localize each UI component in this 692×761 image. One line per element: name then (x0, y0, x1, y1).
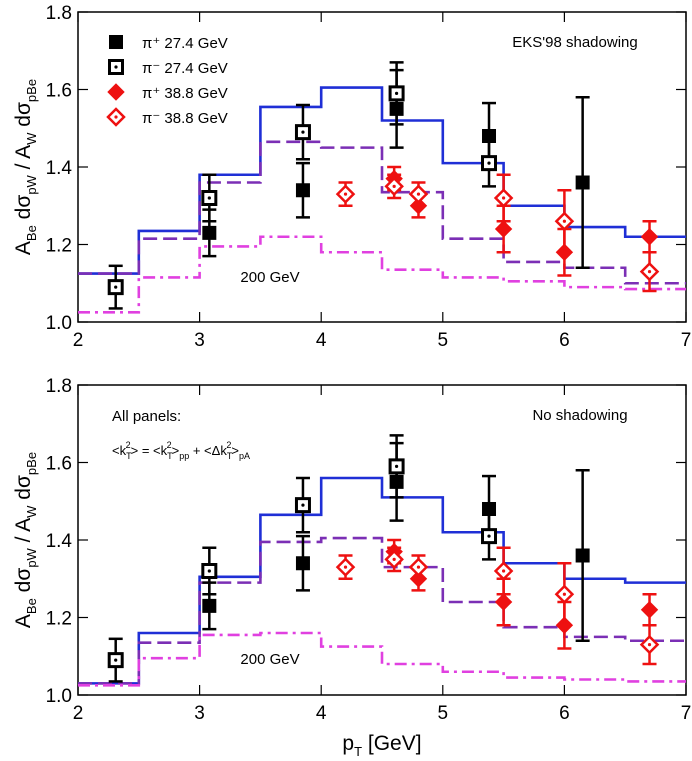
step-curve (78, 631, 686, 687)
marker-dot (394, 464, 399, 468)
annotation: EKS'98 shadowing (512, 34, 637, 51)
x-tick-label: 3 (194, 330, 205, 351)
x-tick-label: 7 (681, 703, 692, 724)
legend-marker (109, 35, 123, 49)
marker-dot (207, 569, 211, 573)
x-tick-label: 2 (73, 330, 84, 351)
legend-label: π⁻ 38.8 GeV (142, 110, 228, 127)
data-point (640, 601, 659, 619)
marker-dot (114, 658, 118, 662)
data-point (575, 548, 590, 563)
annotation: All panels: (112, 408, 181, 425)
marker-dot (487, 161, 491, 165)
marker-dot (647, 643, 652, 647)
marker-dot (392, 184, 396, 188)
marker-dot (416, 565, 421, 569)
formula: <kT2> = <kT2>pp + <ΔkT2>pA (112, 440, 250, 461)
y-tick-label: 1.0 (46, 686, 72, 707)
marker-dot (647, 270, 652, 274)
x-tick-label: 4 (316, 703, 327, 724)
data-point (202, 598, 217, 613)
marker-dot (301, 130, 305, 134)
marker-dot (394, 91, 399, 95)
y-tick-label: 1.2 (46, 236, 72, 257)
y-axis-label: ABe dσpW / AW dσpBe (12, 452, 39, 628)
x-axis-label: pT [GeV] (342, 732, 421, 759)
marker-dot (562, 592, 567, 596)
y-tick-label: 1.6 (46, 454, 72, 475)
marker-dot (207, 196, 211, 200)
x-tick-label: 7 (681, 330, 692, 351)
data-point (494, 220, 513, 238)
data-point (202, 225, 217, 240)
y-tick-label: 1.4 (46, 531, 73, 552)
marker-dot (343, 565, 348, 569)
legend-label: π⁺ 27.4 GeV (142, 35, 228, 52)
marker-dot (392, 557, 396, 561)
marker-dot (301, 503, 305, 507)
y-tick-label: 1.0 (46, 313, 72, 334)
marker-dot (114, 115, 118, 119)
step-curve (78, 235, 686, 314)
x-tick-label: 6 (559, 703, 570, 724)
legend-label: π⁺ 38.8 GeV (142, 85, 228, 102)
y-tick-label: 1.2 (46, 609, 72, 630)
data-point (295, 556, 310, 571)
x-tick-label: 4 (316, 330, 327, 351)
data-point (494, 593, 513, 611)
annotation: 200 GeV (240, 651, 299, 668)
marker-dot (114, 65, 118, 69)
y-tick-label: 1.4 (46, 158, 73, 179)
y-axis-label: ABe dσpW / AW dσpBe (12, 79, 39, 255)
marker-dot (416, 192, 421, 196)
x-tick-label: 5 (438, 330, 449, 351)
marker-dot (502, 196, 506, 200)
x-tick-label: 5 (438, 703, 449, 724)
annotation: 200 GeV (240, 269, 299, 286)
marker-dot (343, 192, 348, 196)
annotation: No shadowing (532, 407, 627, 424)
data-point (575, 175, 590, 190)
y-tick-label: 1.8 (46, 376, 72, 397)
y-tick-label: 1.8 (46, 3, 72, 24)
y-tick-label: 1.6 (46, 81, 72, 102)
marker-dot (502, 569, 506, 573)
legend-label: π⁻ 27.4 GeV (142, 60, 228, 77)
x-tick-label: 3 (194, 703, 205, 724)
x-tick-label: 6 (559, 330, 570, 351)
marker-dot (114, 285, 118, 289)
marker-dot (562, 219, 567, 223)
marker-dot (487, 534, 491, 538)
data-point (295, 183, 310, 198)
x-tick-label: 2 (73, 703, 84, 724)
data-point (640, 228, 659, 246)
legend-marker (107, 83, 125, 101)
